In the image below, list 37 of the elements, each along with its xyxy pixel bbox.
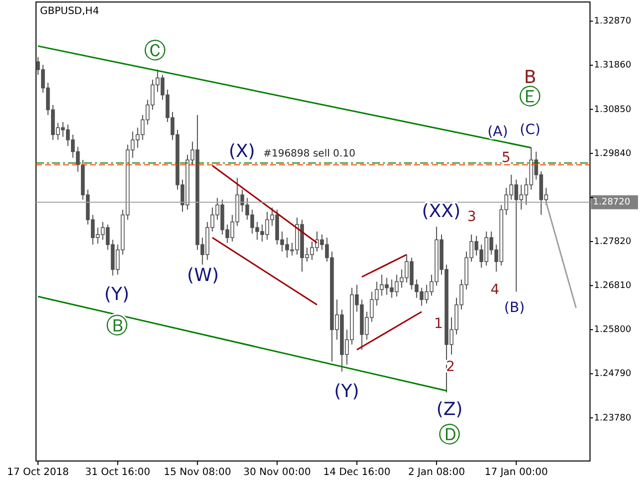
x-tick-label: 15 Nov 08:00 [164, 467, 232, 478]
annotation: (X) [228, 140, 256, 162]
annotation: (XX) [422, 200, 461, 222]
y-tick-label: 1.30850 [594, 104, 632, 115]
x-tick-label: 31 Oct 16:00 [85, 467, 150, 478]
annotation: (A) [487, 124, 508, 140]
x-tick-label: 17 Jan 00:00 [484, 467, 548, 478]
y-tick-label: 1.31860 [594, 60, 632, 71]
x-tick-label: 17 Oct 2018 [7, 467, 69, 478]
y-tick-label: 1.24790 [594, 369, 632, 380]
x-tick-label: 30 Nov 00:00 [243, 467, 311, 478]
y-tick-label: 1.25800 [594, 325, 632, 336]
y-tick-label: 1.27820 [594, 236, 632, 248]
y-tick-label: 1.32870 [594, 16, 632, 27]
annotation: Ⓑ [106, 314, 128, 340]
annotation: Ⓒ [144, 39, 166, 64]
annotation: 5 [502, 150, 511, 166]
annotation: (Y) [104, 284, 130, 305]
annotation: Ⓓ [438, 423, 461, 448]
ref-line-label: 1.28720 [593, 198, 630, 208]
annotation: 2 [446, 358, 455, 375]
ref-line-label: #196898 sell 0.10 [263, 148, 356, 160]
annotation: 3 [467, 208, 476, 225]
y-tick-label: 1.26810 [594, 281, 632, 292]
annotation: (Y) [334, 380, 360, 402]
annotation: (W) [187, 264, 219, 286]
y-tick-label: 1.29840 [594, 148, 632, 159]
y-tick-label: 1.23780 [594, 413, 632, 424]
x-tick-label: 14 Dec 16:00 [323, 467, 390, 478]
annotation: (Z) [436, 398, 463, 420]
chart-title: GBPUSD,H4 [40, 6, 100, 17]
annotation: 4 [490, 282, 500, 298]
annotation: Ⓔ [519, 85, 542, 110]
annotation: 1 [434, 316, 443, 332]
annotation: (B) [504, 300, 525, 316]
annotation: (C) [520, 122, 541, 138]
x-tick-label: 2 Jan 08:00 [408, 467, 466, 478]
